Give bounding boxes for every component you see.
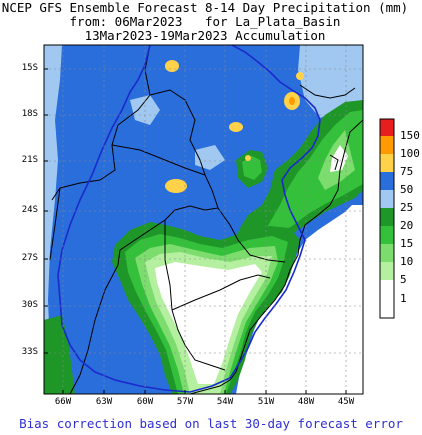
lon-label-60w: 60W [136,397,154,407]
precip-20-25-sw [44,315,75,394]
precip-75-100-blob-5 [296,72,304,80]
precip-75-100-blob-6 [245,155,251,161]
map-frame [43,44,364,395]
lon-label-57w: 57W [176,397,194,407]
lat-label-33s: 33S [21,347,38,357]
colorbar-swatch-20 [380,208,394,226]
colorbar-label-5: 5 [400,273,407,286]
lon-label-45w: 45W [337,397,355,407]
colorbar-label-10: 10 [400,255,414,268]
colorbar-swatch-10 [380,244,394,262]
colorbar-label-1: 1 [400,292,407,305]
lat-label-24s: 24S [21,205,38,215]
precip-under-1-south [155,262,262,384]
lon-label-66w: 66W [54,397,72,407]
colorbar-swatch-75 [380,154,394,172]
colorbar-label-15: 15 [400,237,414,250]
colorbar-swatch-15 [380,226,394,244]
precip-under-1-coast [330,145,348,172]
colorbar-swatch-5 [380,262,394,280]
colorbar-label-100: 100 [400,147,420,160]
lon-label-63w: 63W [95,397,113,407]
title-line-2: from: 06Mar2023 for La_Plata_Basin [69,14,341,29]
colorbar-label-20: 20 [400,219,414,232]
precip-10-15-central [242,156,262,180]
colorbar-swatch-150 [380,119,394,136]
precip-25-50-ne [298,45,363,118]
lon-label-51w: 51W [257,397,275,407]
colorbar-swatch-1 [380,280,394,318]
political-borders [49,45,363,394]
title-line-1: NCEP GFS Ensemble Forecast 8-14 Day Prec… [1,0,409,15]
lon-label-48w: 48W [297,397,315,407]
colorbar [379,118,395,319]
colorbar-label-50: 50 [400,183,414,196]
precip-75-100-blob-1 [165,60,179,72]
colorbar-swatch-25 [380,190,394,208]
colorbar-swatch-100 [380,136,394,154]
lat-label-21s: 21S [21,155,38,165]
precip-75-100-blob-3 [229,122,243,132]
axis-ticks [44,68,347,394]
grid-lines [44,45,363,394]
lon-label-54w: 54W [216,397,234,407]
colorbar-label-25: 25 [400,201,414,214]
precip-75-100-blob-4 [165,179,187,193]
map-fill [44,45,363,394]
lat-label-18s: 18S [21,109,38,119]
title-line-3: 13Mar2023-19Mar2023 Accumulation [84,28,326,43]
lat-label-27s: 27S [21,253,38,263]
ocean-area [236,205,363,394]
bias-correction-note: Bias correction based on last 30-day for… [19,416,403,431]
precip-100-150-blob [289,97,295,105]
la-plata-basin-outline [57,45,321,393]
colorbar-label-150: 150 [400,129,420,142]
precip-25-50-west [44,45,62,394]
precip-25-50-patch-2 [195,145,225,170]
colorbar-label-75: 75 [400,165,414,178]
colorbar-swatch-50 [380,172,394,190]
lat-label-15s: 15S [21,63,38,73]
lat-label-30s: 30S [21,300,38,310]
